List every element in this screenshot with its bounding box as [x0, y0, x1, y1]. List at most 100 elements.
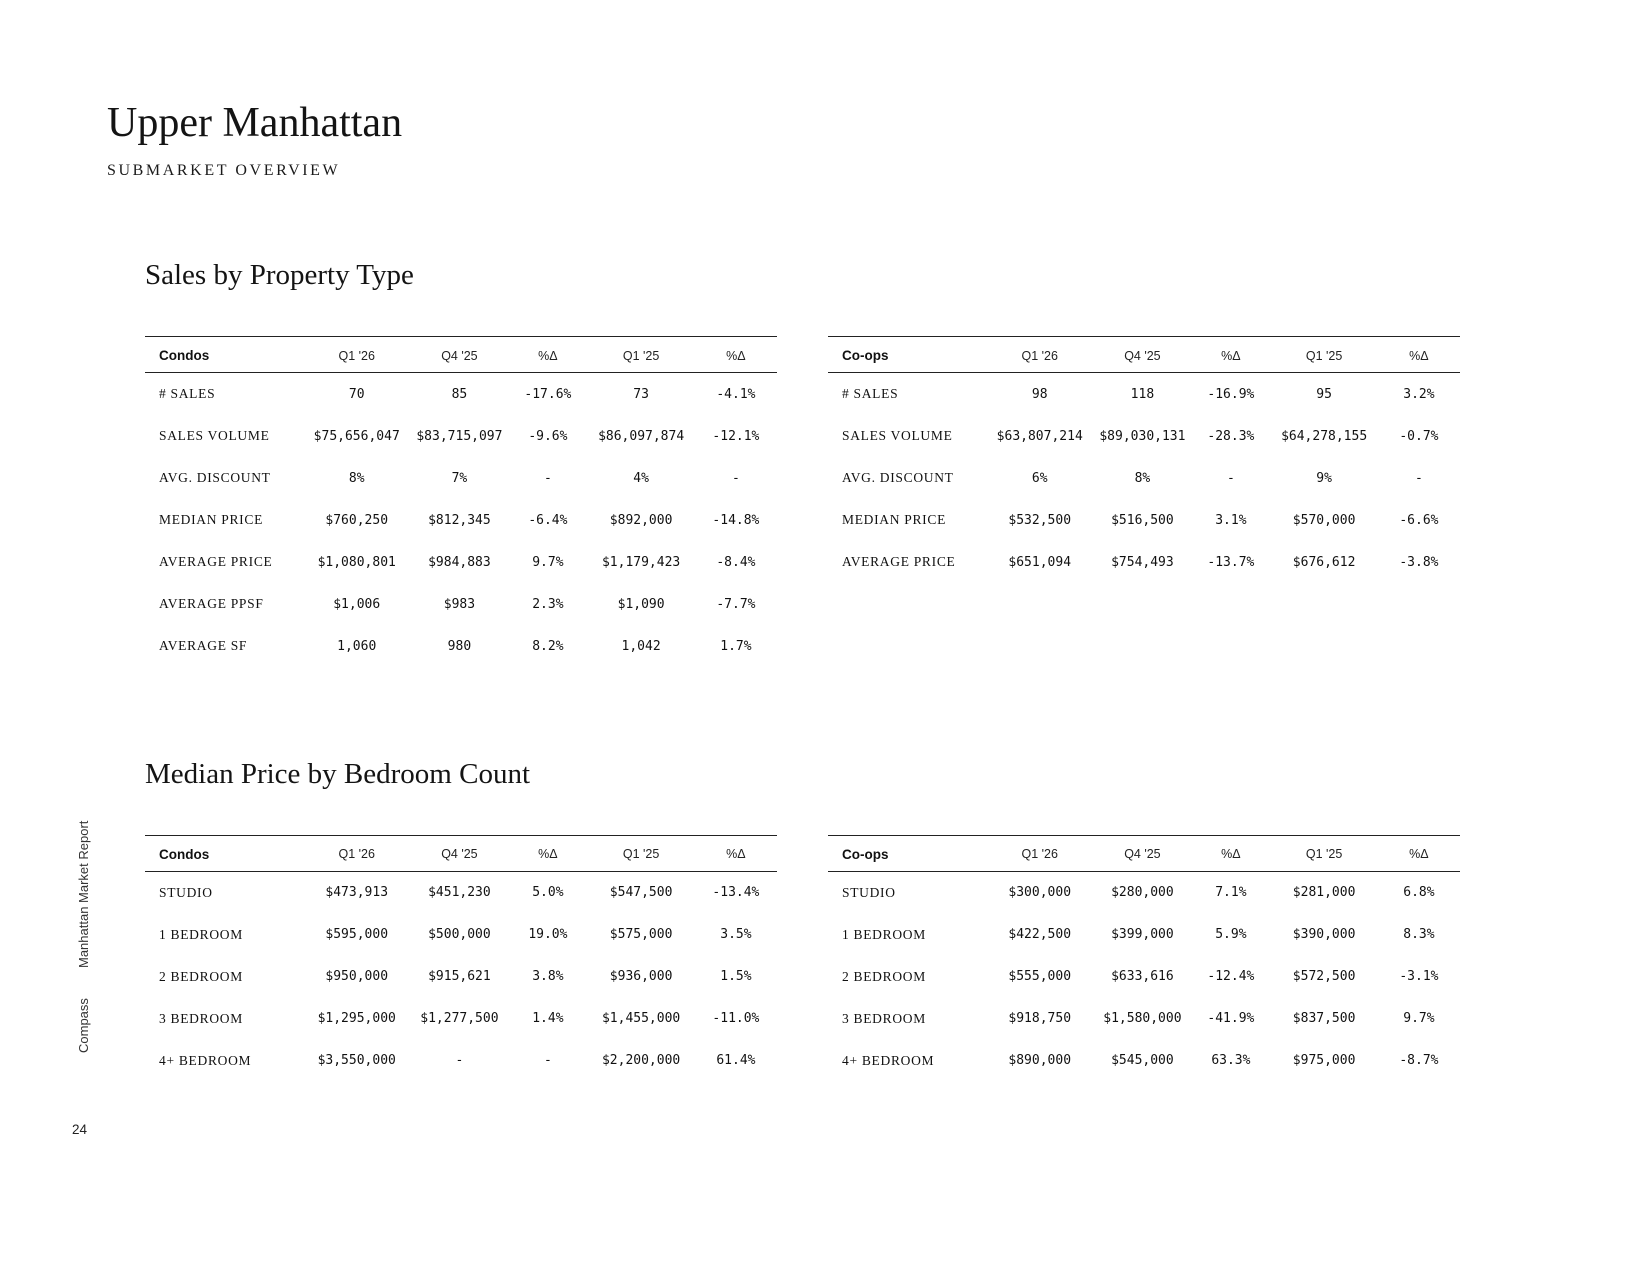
- row-label: AVG. DISCOUNT: [842, 470, 954, 486]
- table-row: AVERAGE PRICE $1,080,801 $984,883 9.7% $1,17…: [145, 541, 777, 583]
- table-row: 2 BEDROOM $950,000 $915,621 3.8% $936,000 1.5…: [145, 956, 777, 998]
- value-cell: 8.2%: [532, 638, 564, 654]
- table-row: 2 BEDROOM $555,000 $633,616 -12.4% $572,500 -…: [828, 956, 1460, 998]
- value-cell: $516,500: [1111, 512, 1174, 528]
- row-label: 4+ BEDROOM: [159, 1052, 252, 1068]
- value-cell: -14.8%: [712, 512, 760, 528]
- column-header: %Δ: [726, 847, 746, 862]
- value-cell: -: [1415, 470, 1423, 486]
- table-row: 1 BEDROOM $422,500 $399,000 5.9% $390,000 8.3…: [828, 914, 1460, 956]
- value-cell: $1,006: [333, 596, 381, 612]
- value-cell: $572,500: [1292, 969, 1356, 985]
- table-row: 3 BEDROOM $1,295,000 $1,277,500 1.4% $1,455,…: [145, 998, 777, 1040]
- column-header: %Δ: [1409, 847, 1429, 862]
- row-label: STUDIO: [842, 884, 896, 900]
- row-label: 2 BEDROOM: [159, 968, 243, 984]
- value-cell: 3.5%: [720, 927, 752, 943]
- value-cell: -41.9%: [1207, 1011, 1255, 1027]
- table-row: AVG. DISCOUNT 8% 7% - 4% -: [145, 457, 777, 499]
- value-cell: 19.0%: [528, 927, 568, 943]
- value-cell: -: [455, 1053, 464, 1069]
- value-cell: $837,500: [1292, 1011, 1356, 1027]
- table-row: MEDIAN PRICE $532,500 $516,500 3.1% $570,000…: [828, 499, 1460, 541]
- table-row: # SALES 98 118 -16.9% 95 3.2%: [828, 373, 1460, 416]
- value-cell: $451,230: [428, 885, 491, 901]
- value-cell: $633,616: [1111, 969, 1174, 985]
- value-cell: 4%: [633, 470, 649, 486]
- column-header: Q1 '25: [622, 348, 660, 363]
- column-header: %Δ: [1221, 348, 1241, 363]
- value-cell: -3.8%: [1399, 554, 1439, 570]
- section-heading: Sales by Property Type: [145, 259, 414, 292]
- value-cell: $399,000: [1111, 927, 1174, 943]
- value-cell: $1,580,000: [1103, 1011, 1182, 1027]
- value-cell: $676,612: [1292, 554, 1356, 570]
- table-row: AVERAGE SF 1,060 980 8.2% 1,042 1.7%: [145, 625, 777, 667]
- value-cell: $975,000: [1292, 1053, 1356, 1069]
- value-cell: $89,030,131: [1099, 428, 1186, 444]
- value-cell: -8.7%: [1399, 1053, 1439, 1069]
- value-cell: 73: [633, 386, 649, 402]
- row-label: 4+ BEDROOM: [842, 1052, 935, 1068]
- row-label: MEDIAN PRICE: [159, 512, 264, 528]
- column-header: Q4 '25: [1124, 847, 1161, 862]
- value-cell: $570,000: [1292, 512, 1356, 528]
- value-cell: 9.7%: [1403, 1011, 1435, 1027]
- value-cell: $63,807,214: [996, 428, 1083, 444]
- value-cell: -8.4%: [716, 554, 756, 570]
- value-cell: 5.0%: [532, 885, 564, 901]
- value-cell: 980: [447, 638, 472, 654]
- value-cell: $575,000: [609, 927, 673, 943]
- value-cell: $936,000: [609, 969, 673, 985]
- sales-tables-row: Condos Q1 '26 Q4 '25 %Δ Q1 '25 %Δ # SALES 70 85 -…: [145, 336, 1460, 667]
- value-cell: 1.7%: [720, 638, 752, 654]
- row-label: STUDIO: [159, 884, 213, 900]
- report-page: Upper Manhattan SUBMARKET OVERVIEW Sales…: [107, 100, 1460, 1082]
- column-header: %Δ: [538, 847, 558, 862]
- sidebar-report-title: Manhattan Market Report: [76, 820, 91, 968]
- row-label: AVERAGE SF: [159, 638, 248, 654]
- column-header: %Δ: [538, 348, 558, 363]
- value-cell: -6.6%: [1399, 512, 1439, 528]
- table-row: # SALES 70 85 -17.6% 73 -4.1%: [145, 373, 777, 416]
- table-row: STUDIO $300,000 $280,000 7.1% $281,000 6.8%: [828, 871, 1460, 914]
- value-cell: 95: [1316, 386, 1332, 402]
- table-row: 4+ BEDROOM $3,550,000 - - $2,200,000 61.4%: [145, 1040, 777, 1082]
- value-cell: $473,913: [325, 885, 389, 901]
- value-cell: 9.7%: [532, 554, 564, 570]
- row-label: 2 BEDROOM: [842, 968, 926, 984]
- sidebar-brand: Compass: [76, 998, 91, 1053]
- column-header: Q1 '26: [1021, 348, 1058, 363]
- table-title: Condos: [159, 846, 210, 862]
- row-label: AVG. DISCOUNT: [159, 470, 271, 486]
- value-cell: 1,042: [621, 638, 661, 654]
- value-cell: -6.4%: [528, 512, 568, 528]
- value-cell: 8%: [348, 470, 365, 486]
- value-cell: $390,000: [1292, 927, 1356, 943]
- value-cell: 98: [1031, 386, 1048, 402]
- value-cell: -7.7%: [716, 596, 756, 612]
- row-label: # SALES: [159, 386, 216, 402]
- table-title: Co-ops: [842, 348, 889, 364]
- value-cell: -: [543, 470, 552, 486]
- value-cell: $64,278,155: [1281, 428, 1368, 444]
- value-cell: 3.2%: [1403, 386, 1435, 402]
- row-label: SALES VOLUME: [159, 428, 270, 444]
- table-row: 1 BEDROOM $595,000 $500,000 19.0% $575,000 3.…: [145, 914, 777, 956]
- table-row: SALES VOLUME $63,807,214 $89,030,131 -28.3%…: [828, 415, 1460, 457]
- value-cell: 3.8%: [532, 969, 564, 985]
- table-row: AVG. DISCOUNT 6% 8% - 9% -: [828, 457, 1460, 499]
- sales-coops-table: Co-ops Q1 '26 Q4 '25 %Δ Q1 '25 %Δ # SALES 98 118…: [828, 336, 1460, 583]
- value-cell: 5.9%: [1215, 927, 1247, 943]
- value-cell: 70: [348, 386, 365, 402]
- value-cell: $892,000: [609, 512, 673, 528]
- value-cell: -0.7%: [1399, 428, 1439, 444]
- value-cell: $915,621: [428, 969, 491, 985]
- value-cell: $983: [443, 596, 476, 612]
- value-cell: 3.1%: [1215, 512, 1247, 528]
- value-cell: $555,000: [1008, 969, 1072, 985]
- value-cell: $754,493: [1111, 554, 1174, 570]
- row-label: 1 BEDROOM: [842, 926, 926, 942]
- value-cell: -4.1%: [716, 386, 756, 402]
- value-cell: $500,000: [428, 927, 491, 943]
